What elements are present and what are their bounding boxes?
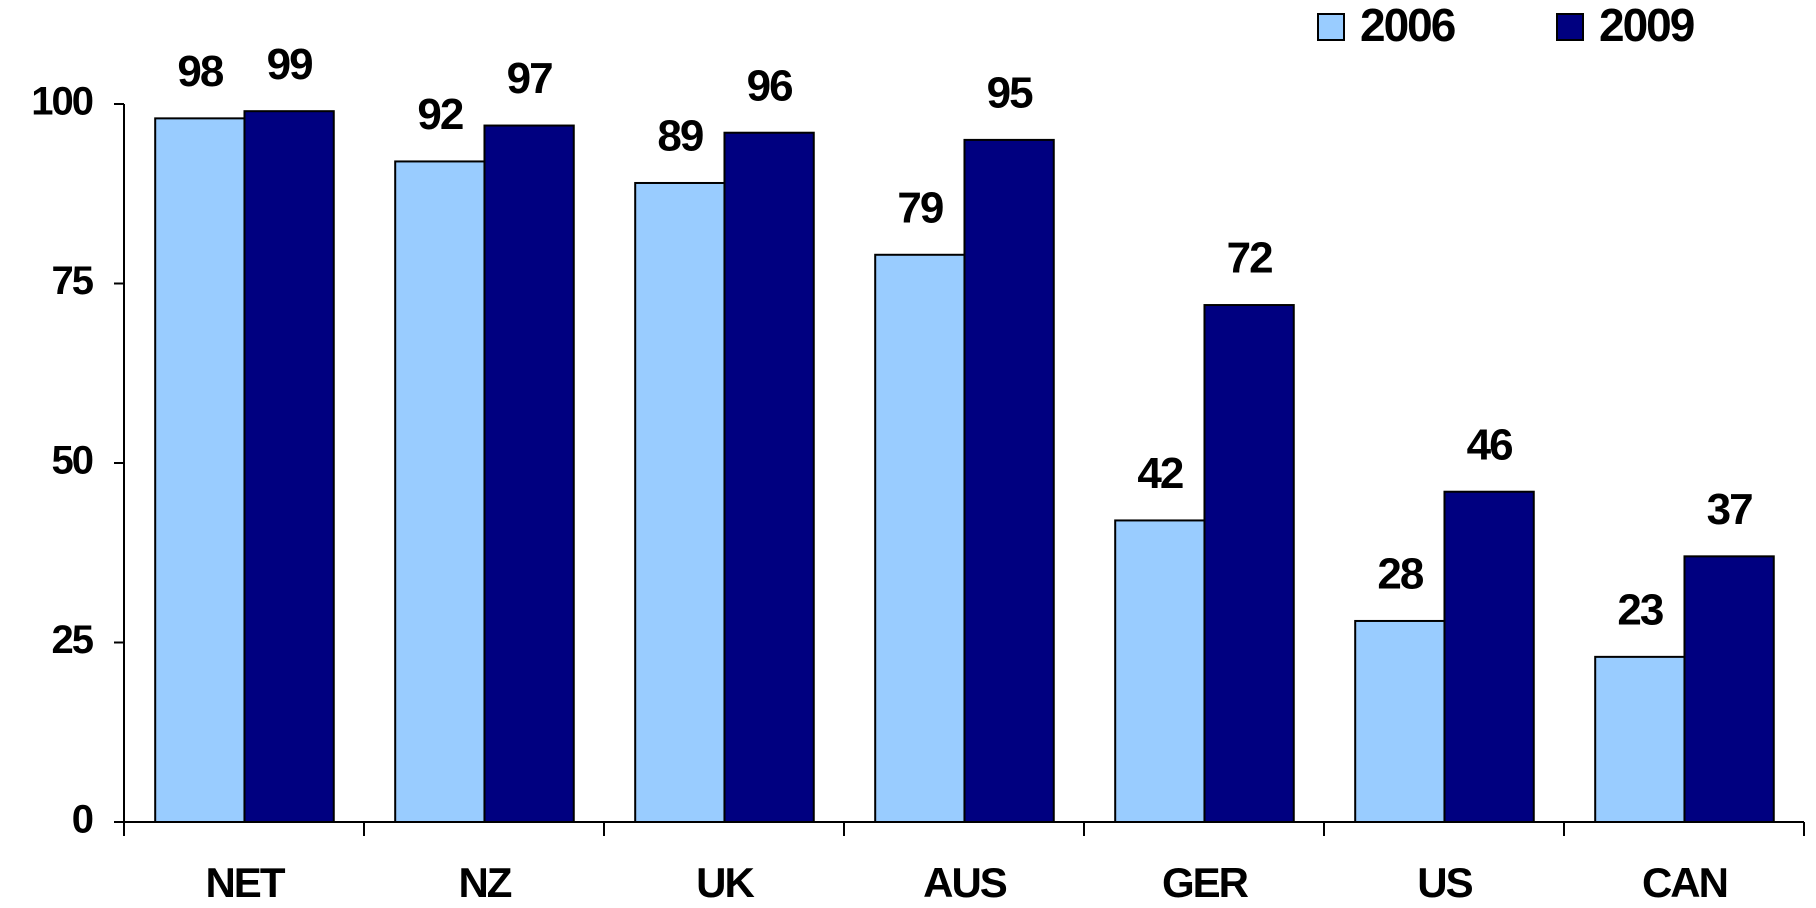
legend-swatch xyxy=(1556,13,1584,41)
x-tick-label: US xyxy=(1417,859,1472,906)
x-tick-label: GER xyxy=(1162,859,1249,906)
bar xyxy=(874,253,966,823)
data-label: 99 xyxy=(267,40,312,89)
bar xyxy=(1683,555,1775,824)
bar xyxy=(634,181,726,824)
data-label: 95 xyxy=(987,69,1033,118)
bar xyxy=(154,117,246,824)
data-label: 97 xyxy=(507,54,552,103)
data-label: 92 xyxy=(417,90,462,139)
data-label: 42 xyxy=(1137,449,1182,498)
bar xyxy=(1203,304,1295,824)
data-label: 89 xyxy=(657,112,702,161)
bar xyxy=(963,138,1055,823)
bar xyxy=(243,110,335,824)
bar xyxy=(1594,655,1686,823)
bar xyxy=(483,124,575,824)
bar xyxy=(1114,519,1206,823)
x-tick-label: CAN xyxy=(1642,859,1727,906)
legend-label: 2006 xyxy=(1360,0,1455,51)
x-tick-label: UK xyxy=(696,859,754,906)
data-label: 72 xyxy=(1227,234,1272,283)
data-label: 79 xyxy=(897,183,942,232)
y-tick-label: 0 xyxy=(72,798,93,842)
data-label: 28 xyxy=(1377,550,1423,599)
data-label: 96 xyxy=(747,61,792,110)
x-tick-label: NZ xyxy=(458,859,511,906)
legend-swatch xyxy=(1317,13,1345,41)
y-tick-label: 25 xyxy=(52,618,94,662)
legend-label: 2009 xyxy=(1599,0,1694,51)
bar xyxy=(1443,490,1535,823)
y-tick-label: 50 xyxy=(52,439,93,483)
x-tick-label: AUS xyxy=(923,859,1007,906)
bar xyxy=(1354,619,1446,824)
bar xyxy=(394,160,486,823)
x-tick-label: NET xyxy=(205,859,285,906)
data-label: 37 xyxy=(1707,485,1752,534)
data-label: 98 xyxy=(177,47,223,96)
y-tick-label: 75 xyxy=(52,259,94,303)
y-tick-label: 100 xyxy=(31,80,92,124)
data-label: 23 xyxy=(1617,585,1662,634)
data-label: 46 xyxy=(1467,420,1512,469)
bar xyxy=(723,131,815,824)
